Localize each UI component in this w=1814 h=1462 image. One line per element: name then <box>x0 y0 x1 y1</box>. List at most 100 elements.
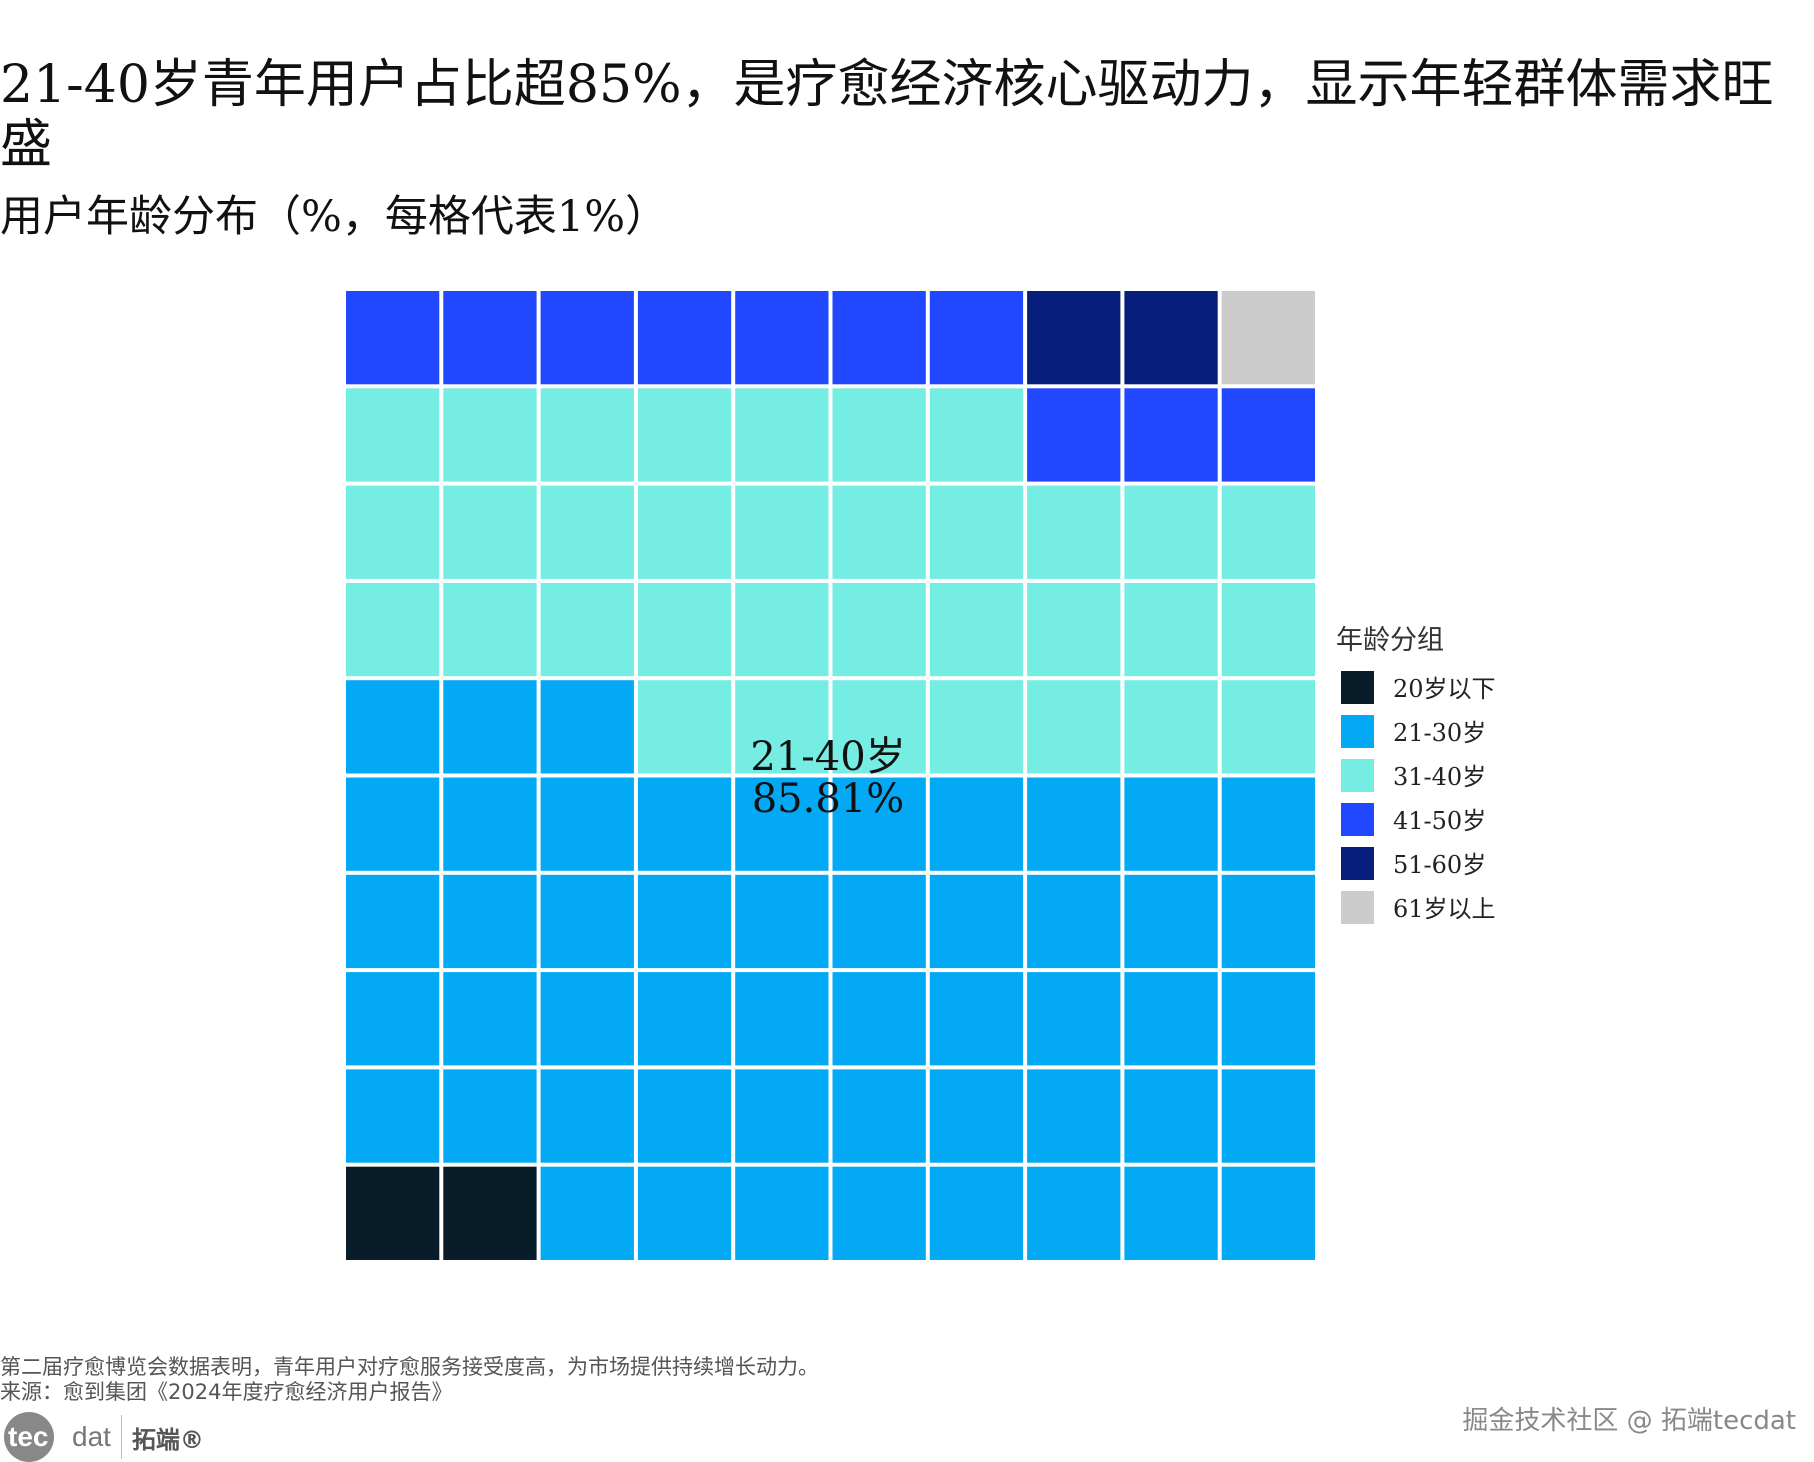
waffle-cell-31-40岁 <box>832 582 926 677</box>
waffle-cell-31-40岁 <box>637 680 732 774</box>
waffle-cell-41-50岁 <box>1124 388 1218 482</box>
waffle-cell-21-30岁 <box>1221 1166 1315 1260</box>
waffle-cell-31-40岁 <box>735 582 829 677</box>
annotation-label: 21-40岁 <box>750 734 905 780</box>
waffle-cell-21-30岁 <box>637 1069 732 1163</box>
waffle-cell-31-40岁 <box>1124 485 1218 579</box>
waffle-cell-21-30岁 <box>1027 972 1121 1066</box>
waffle-cell-21-30岁 <box>1221 874 1315 969</box>
waffle-cell-31-40岁 <box>735 388 829 482</box>
waffle-cell-51-60岁 <box>1027 291 1121 385</box>
waffle-cell-21-30岁 <box>540 1069 634 1163</box>
waffle-cell-31-40岁 <box>1221 582 1315 677</box>
legend-label: 61岁以上 <box>1393 895 1496 923</box>
watermark: 掘金技术社区 @ 拓端tecdat <box>1462 1406 1796 1436</box>
waffle-cell-21-30岁 <box>1027 1069 1121 1163</box>
waffle-cell-31-40岁 <box>443 582 537 677</box>
waffle-cell-41-50岁 <box>540 291 634 385</box>
legend-swatch <box>1341 847 1374 880</box>
waffle-cell-21-30岁 <box>929 874 1024 969</box>
waffle-cell-31-40岁 <box>540 485 634 579</box>
waffle-cell-21-30岁 <box>1221 1069 1315 1163</box>
waffle-cell-21-30岁 <box>1124 1069 1218 1163</box>
waffle-cell-41-50岁 <box>832 291 926 385</box>
waffle-cell-21-30岁 <box>1221 972 1315 1066</box>
waffle-cell-21-30岁 <box>346 680 440 774</box>
waffle-cell-31-40岁 <box>929 680 1024 774</box>
legend-swatch <box>1341 891 1374 924</box>
waffle-cell-21-30岁 <box>443 1069 537 1163</box>
waffle-cell-31-40岁 <box>443 485 537 579</box>
waffle-cell-31-40岁 <box>1027 485 1121 579</box>
waffle-cell-31-40岁 <box>346 388 440 482</box>
legend-label: 41-50岁 <box>1393 807 1486 835</box>
waffle-cell-21-30岁 <box>735 1166 829 1260</box>
legend-swatch <box>1341 759 1374 792</box>
waffle-cell-21-30岁 <box>443 972 537 1066</box>
waffle-cell-31-40岁 <box>929 485 1024 579</box>
waffle-cell-41-50岁 <box>1221 388 1315 482</box>
waffle-cell-21-30岁 <box>346 1069 440 1163</box>
waffle-cell-21-30岁 <box>540 680 634 774</box>
waffle-cell-21-30岁 <box>929 1166 1024 1260</box>
waffle-cell-21-30岁 <box>637 1166 732 1260</box>
waffle-cell-31-40岁 <box>1027 582 1121 677</box>
waffle-cell-21-30岁 <box>1027 777 1121 871</box>
waffle-cell-21-30岁 <box>735 972 829 1066</box>
waffle-cell-31-40岁 <box>735 680 829 774</box>
legend-title: 年龄分组 <box>1336 625 1444 656</box>
waffle-cell-21-30岁 <box>1124 874 1218 969</box>
waffle-cell-21-30岁 <box>735 1069 829 1163</box>
waffle-cell-31-40岁 <box>1124 680 1218 774</box>
waffle-cell-31-40岁 <box>1124 582 1218 677</box>
waffle-cell-21-30岁 <box>832 1069 926 1163</box>
waffle-cell-21-30岁 <box>637 874 732 969</box>
waffle-cell-31-40岁 <box>540 582 634 677</box>
legend-swatch <box>1341 715 1374 748</box>
waffle-cell-21-30岁 <box>832 874 926 969</box>
footer-note: 第二届疗愈博览会数据表明，青年用户对疗愈服务接受度高，为市场提供持续增长动力。 <box>0 1355 819 1379</box>
waffle-cell-21-30岁 <box>929 972 1024 1066</box>
waffle-cell-41-50岁 <box>346 291 440 385</box>
logo-circle: tec <box>4 1412 54 1462</box>
waffle-cell-21-30岁 <box>346 777 440 871</box>
waffle-cell-21-30岁 <box>637 777 732 871</box>
legend-label: 20岁以下 <box>1393 675 1496 703</box>
waffle-cell-31-40岁 <box>929 388 1024 482</box>
waffle-cell-21-30岁 <box>929 1069 1024 1163</box>
waffle-cell-41-50岁 <box>735 291 829 385</box>
tecdat-logo: tec dat 拓端® <box>4 1412 204 1462</box>
logo-dat: dat <box>72 1421 111 1452</box>
waffle-cell-21-30岁 <box>443 680 537 774</box>
waffle-cell-20岁以下 <box>443 1166 537 1260</box>
legend-label: 21-30岁 <box>1393 719 1486 747</box>
waffle-cell-51-60岁 <box>1124 291 1218 385</box>
legend-swatch <box>1341 671 1374 704</box>
waffle-cell-41-50岁 <box>929 291 1024 385</box>
waffle-cell-31-40岁 <box>443 388 537 482</box>
waffle-cell-31-40岁 <box>346 485 440 579</box>
waffle-cell-21-30岁 <box>1221 777 1315 871</box>
legend-label: 31-40岁 <box>1393 763 1486 791</box>
waffle-cell-21-30岁 <box>443 777 537 871</box>
waffle-cell-31-40岁 <box>832 485 926 579</box>
logo-divider <box>120 1415 122 1459</box>
waffle-cell-21-30岁 <box>929 777 1024 871</box>
waffle-cell-21-30岁 <box>540 1166 634 1260</box>
waffle-cell-31-40岁 <box>735 485 829 579</box>
waffle-cell-31-40岁 <box>1027 680 1121 774</box>
waffle-cell-31-40岁 <box>637 582 732 677</box>
waffle-cell-31-40岁 <box>1221 680 1315 774</box>
waffle-cell-21-30岁 <box>735 777 829 871</box>
waffle-cell-21-30岁 <box>637 972 732 1066</box>
waffle-cell-21-30岁 <box>1027 874 1121 969</box>
waffle-cell-21-30岁 <box>832 972 926 1066</box>
annotation-value: 85.81% <box>752 776 905 822</box>
waffle-cell-21-30岁 <box>832 777 926 871</box>
waffle-cell-31-40岁 <box>832 680 926 774</box>
waffle-cell-21-30岁 <box>735 874 829 969</box>
waffle-cell-21-30岁 <box>1027 1166 1121 1260</box>
waffle-cell-21-30岁 <box>1124 972 1218 1066</box>
waffle-cell-21-30岁 <box>346 874 440 969</box>
